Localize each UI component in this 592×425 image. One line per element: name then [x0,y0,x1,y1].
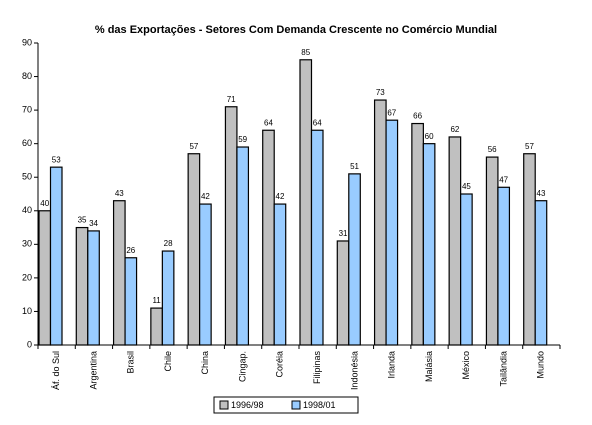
data-label: 85 [301,48,310,57]
y-tick-label: 40 [22,205,32,215]
bar [262,129,275,346]
bar [373,99,387,346]
x-tick-label: Indonésia [349,351,359,390]
data-label: 56 [488,145,497,154]
y-tick-label: 0 [27,339,32,349]
y-tick-label: 80 [22,71,32,81]
bar [460,193,473,346]
bar [150,307,163,346]
data-label: 57 [525,142,534,151]
data-label: 35 [78,216,87,225]
bar [49,166,63,346]
x-tick-label: China [200,351,210,375]
data-label: 11 [152,296,161,305]
data-label: 57 [189,142,198,151]
x-tick-label: Argentina [88,351,98,390]
data-label: 73 [376,88,385,97]
data-label: 51 [350,162,359,171]
y-tick-label: 90 [22,37,32,47]
x-tick-label: Irlanda [387,351,397,379]
bar [299,59,313,346]
data-label: 66 [413,112,422,121]
bar [485,156,499,346]
bar [310,129,324,346]
data-label: 43 [115,189,124,198]
x-tick-label: Áf. do Sul [51,351,61,390]
y-tick-label: 60 [22,138,32,148]
data-label: 64 [313,118,322,127]
data-label: 45 [462,182,471,191]
data-label: 59 [238,135,247,144]
data-label: 67 [387,108,396,117]
data-label: 71 [227,95,236,104]
data-label: 62 [450,125,459,134]
legend-box [213,396,359,414]
bar [348,173,361,346]
bar [75,226,89,346]
data-label: 28 [164,239,173,248]
data-label: 26 [126,246,135,255]
data-label: 47 [499,175,508,184]
x-tick-label: Tailândia [498,351,508,387]
legend-label: 1998/01 [303,400,336,410]
bar [523,153,536,346]
bar [161,250,175,346]
bar [448,136,462,346]
bar [224,106,238,346]
y-tick-label: 30 [22,239,32,249]
bar [534,200,548,346]
bar [236,146,250,346]
x-tick-label: México [461,351,471,380]
legend-swatch [219,400,229,410]
x-tick-label: Filipinas [312,351,322,385]
data-label: 42 [201,192,210,201]
bar [385,119,399,346]
x-tick-label: Malásia [424,351,434,382]
bar [187,153,201,346]
data-label: 43 [537,189,546,198]
y-tick-label: 50 [22,172,32,182]
y-tick-label: 10 [22,306,32,316]
x-tick-label: Cingap. [237,351,247,382]
bar [124,257,138,346]
x-tick-label: Chile [163,351,173,372]
y-tick-label: 70 [22,104,32,114]
legend-swatch [291,400,301,410]
y-tick-label: 20 [22,272,32,282]
bar [199,203,212,346]
bar [112,200,126,346]
data-label: 31 [339,229,348,238]
bar [336,240,350,346]
x-tick-label: Brasil [126,351,136,374]
data-label: 64 [264,118,273,127]
bar [273,203,287,346]
data-label: 40 [40,199,49,208]
bar [38,210,52,346]
data-label: 42 [276,192,285,201]
x-tick-label: Coréia [275,351,285,378]
bar [411,122,424,346]
data-label: 34 [89,219,98,228]
data-label: 60 [425,132,434,141]
legend-label: 1996/98 [231,400,264,410]
bar [87,230,100,346]
x-tick-label: Mundo [536,351,546,379]
bar [497,186,511,346]
chart-title: % das Exportações - Setores Com Demanda … [95,24,497,36]
data-label: 53 [52,155,61,164]
bar [422,143,436,346]
